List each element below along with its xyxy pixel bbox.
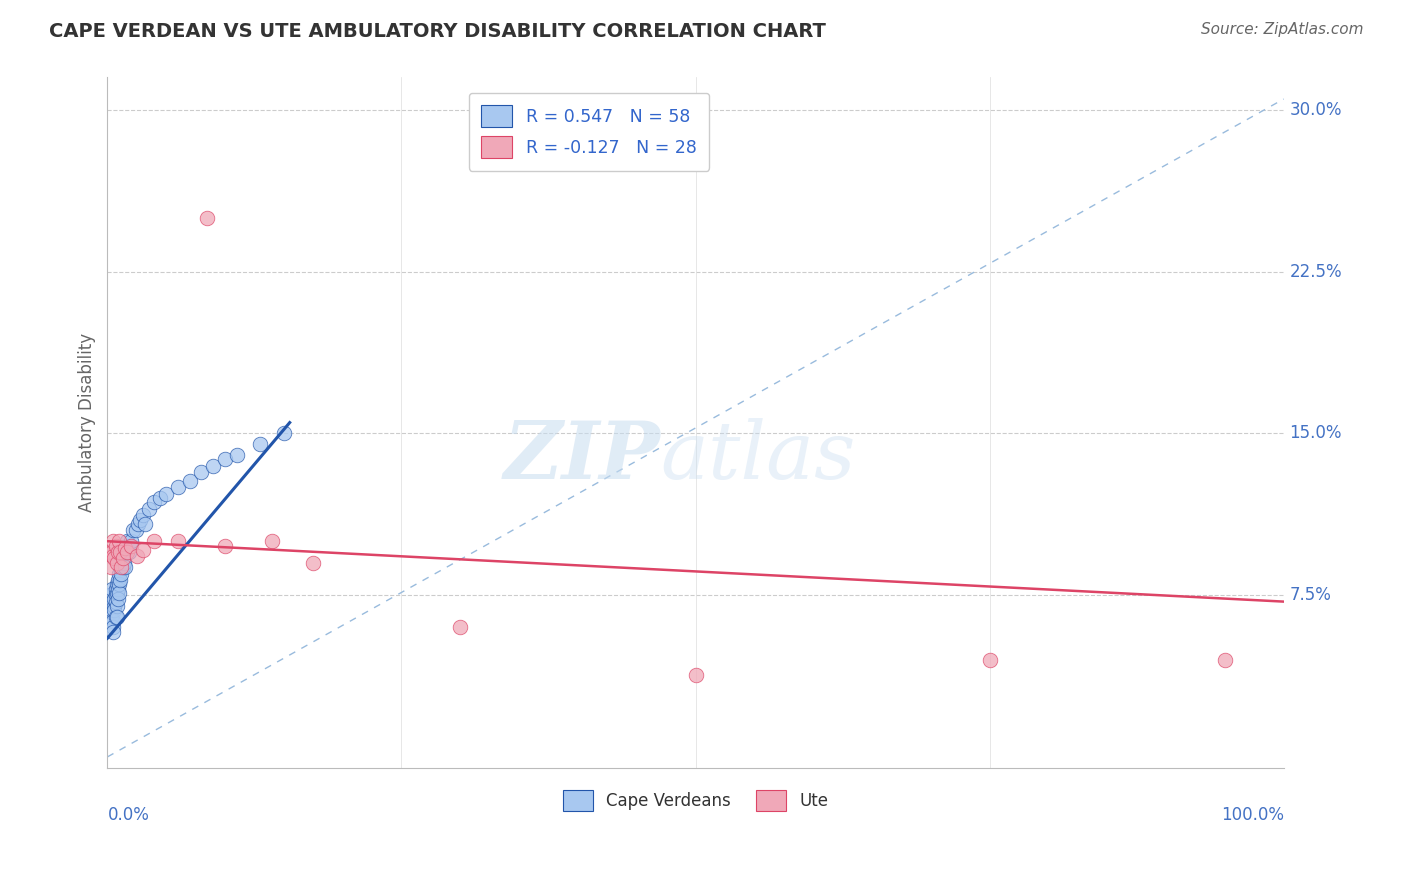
Text: 30.0%: 30.0% <box>1289 101 1343 119</box>
Point <box>179 474 201 488</box>
Point <box>111 547 134 561</box>
Text: Source: ZipAtlas.com: Source: ZipAtlas.com <box>1201 22 1364 37</box>
Point <box>149 491 172 505</box>
Point <box>115 539 138 553</box>
Point <box>143 534 166 549</box>
Point <box>195 211 218 225</box>
Point <box>225 448 247 462</box>
Point <box>129 513 152 527</box>
Point <box>214 539 236 553</box>
Point <box>214 452 236 467</box>
Point <box>125 549 148 564</box>
Point <box>138 501 160 516</box>
Point <box>110 545 132 559</box>
Point <box>1213 653 1236 667</box>
Legend: Cape Verdeans, Ute: Cape Verdeans, Ute <box>557 783 835 818</box>
Point <box>108 586 131 600</box>
Point <box>122 524 145 538</box>
Point <box>167 534 190 549</box>
Point <box>112 556 135 570</box>
Point <box>103 549 125 564</box>
Point <box>107 582 129 596</box>
Point <box>127 516 149 531</box>
Point <box>111 551 134 566</box>
Point <box>117 545 139 559</box>
Point <box>273 426 295 441</box>
Point <box>120 534 142 549</box>
Point <box>98 545 121 559</box>
Point <box>979 653 1001 667</box>
Point <box>124 524 146 538</box>
Point <box>103 620 125 634</box>
Text: CAPE VERDEAN VS UTE AMBULATORY DISABILITY CORRELATION CHART: CAPE VERDEAN VS UTE AMBULATORY DISABILIT… <box>49 22 827 41</box>
Point <box>100 609 122 624</box>
Text: 7.5%: 7.5% <box>1289 586 1331 604</box>
Point <box>118 539 141 553</box>
Point <box>105 599 128 613</box>
Point <box>108 566 131 581</box>
Point <box>103 534 125 549</box>
Point <box>101 594 124 608</box>
Point <box>103 551 125 566</box>
Point <box>103 592 125 607</box>
Point <box>249 437 271 451</box>
Text: 0.0%: 0.0% <box>107 805 149 823</box>
Point <box>105 609 128 624</box>
Point <box>100 560 122 574</box>
Point <box>110 551 132 566</box>
Point <box>167 480 190 494</box>
Point <box>110 566 132 581</box>
Point <box>104 594 127 608</box>
Point <box>104 582 127 596</box>
Point <box>110 560 132 574</box>
Point <box>143 495 166 509</box>
Point <box>103 614 125 628</box>
Text: atlas: atlas <box>661 418 856 496</box>
Point <box>155 487 177 501</box>
Point <box>105 556 128 570</box>
Text: 15.0%: 15.0% <box>1289 425 1343 442</box>
Text: 100.0%: 100.0% <box>1220 805 1284 823</box>
Point <box>202 458 225 473</box>
Point <box>101 603 124 617</box>
Point <box>105 586 128 600</box>
Point <box>100 599 122 613</box>
Point <box>110 560 132 574</box>
Point <box>104 539 127 553</box>
Point <box>262 534 284 549</box>
Text: 22.5%: 22.5% <box>1289 262 1343 281</box>
Point <box>190 465 212 479</box>
Point <box>104 588 127 602</box>
Point <box>685 668 707 682</box>
Point <box>114 560 136 574</box>
Point <box>104 609 127 624</box>
Point <box>107 592 129 607</box>
Point <box>117 545 139 559</box>
Point <box>105 577 128 591</box>
Point <box>108 577 131 591</box>
Text: ZIP: ZIP <box>503 418 661 496</box>
Point <box>302 556 325 570</box>
Point <box>131 508 153 523</box>
Point <box>114 545 136 559</box>
Point <box>107 545 129 559</box>
Point <box>103 599 125 613</box>
Point <box>107 573 129 587</box>
Point <box>103 603 125 617</box>
Point <box>108 534 131 549</box>
Point <box>449 620 471 634</box>
Point <box>120 539 142 553</box>
Point <box>134 516 156 531</box>
Y-axis label: Ambulatory Disability: Ambulatory Disability <box>79 333 96 512</box>
Point <box>101 582 124 596</box>
Point <box>114 541 136 555</box>
Point <box>98 588 121 602</box>
Point <box>117 534 139 549</box>
Point <box>101 545 124 559</box>
Point <box>131 542 153 557</box>
Point <box>111 560 134 574</box>
Point <box>103 624 125 639</box>
Point <box>110 573 132 587</box>
